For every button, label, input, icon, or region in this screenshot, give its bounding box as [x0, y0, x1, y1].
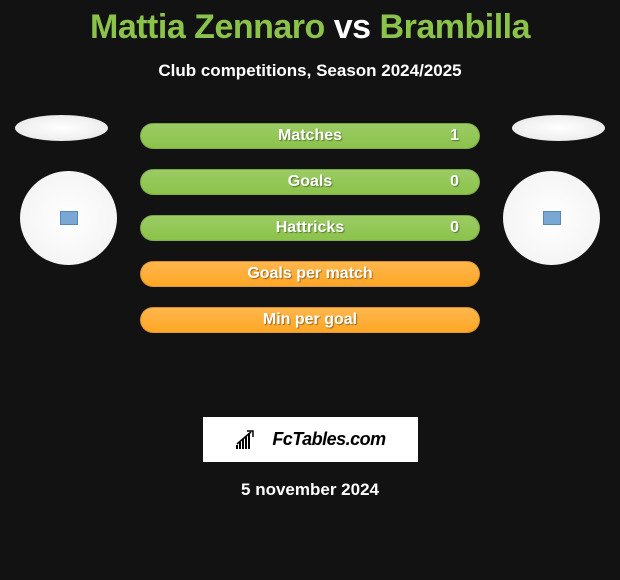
stat-label: Goals [288, 173, 332, 191]
right-team-ellipse [512, 115, 605, 141]
stat-rows: Matches 1 Goals 0 Hattricks 0 Goals per … [140, 123, 480, 333]
subtitle: Club competitions, Season 2024/2025 [0, 61, 620, 81]
stat-value: 1 [450, 127, 459, 145]
left-team-ellipse [15, 115, 108, 141]
player1-name: Mattia Zennaro [90, 8, 325, 46]
right-team-badge [503, 171, 600, 265]
right-badge-placeholder-icon [543, 211, 561, 225]
main-container: Mattia Zennaro vs Brambilla Club competi… [0, 0, 620, 500]
page-title: Mattia Zennaro vs Brambilla [0, 8, 620, 47]
stat-value: 0 [450, 173, 459, 191]
logo-text: FcTables.com [272, 429, 385, 450]
stat-label: Matches [278, 127, 342, 145]
stat-label: Hattricks [276, 219, 344, 237]
stat-row-matches: Matches 1 [140, 123, 480, 149]
fctables-logo-icon [234, 429, 268, 451]
stats-area: Matches 1 Goals 0 Hattricks 0 Goals per … [0, 123, 620, 403]
date-text: 5 november 2024 [0, 480, 620, 500]
stat-row-min-per-goal: Min per goal [140, 307, 480, 333]
stat-label: Min per goal [263, 311, 357, 329]
vs-text: vs [334, 8, 371, 46]
stat-row-goals: Goals 0 [140, 169, 480, 195]
stat-row-goals-per-match: Goals per match [140, 261, 480, 287]
left-badge-placeholder-icon [60, 211, 78, 225]
logo-box: FcTables.com [203, 417, 418, 462]
player2-name: Brambilla [380, 8, 530, 46]
logo-content: FcTables.com [234, 429, 385, 451]
stat-label: Goals per match [247, 265, 372, 283]
stat-value: 0 [450, 219, 459, 237]
stat-row-hattricks: Hattricks 0 [140, 215, 480, 241]
left-team-badge [20, 171, 117, 265]
